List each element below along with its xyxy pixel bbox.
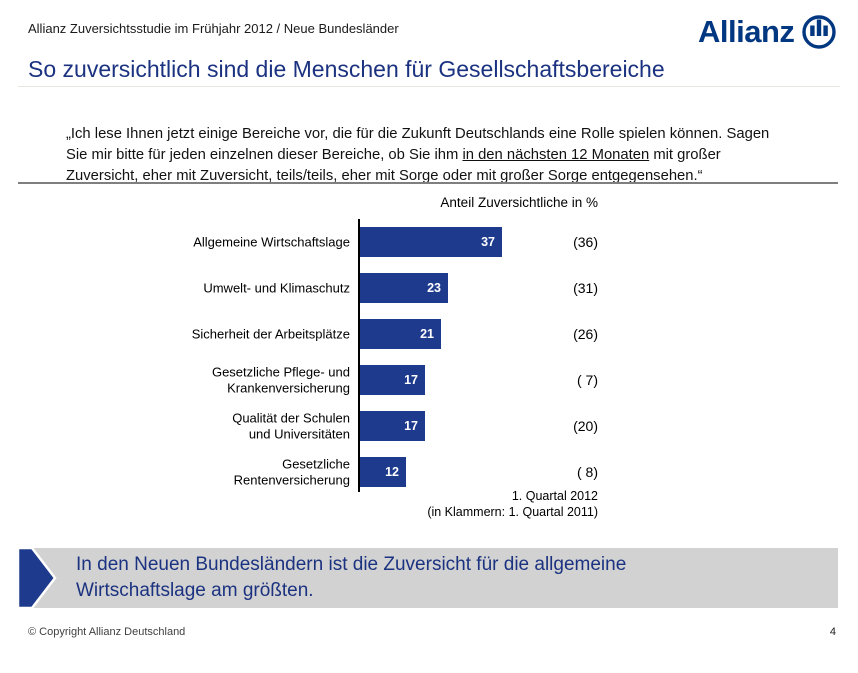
quote-part-before: „Ich lese Ihnen jetzt einige Bereiche vo… bbox=[66, 126, 770, 163]
chart-axis-line bbox=[358, 219, 360, 492]
study-header-label: Allianz Zuversichtsstudie im Frühjahr 20… bbox=[28, 21, 399, 36]
previous-quarter-value: ( 8) bbox=[577, 464, 598, 480]
copyright-label: © Copyright Allianz Deutschland bbox=[28, 626, 186, 638]
bar-value-label: 17 bbox=[404, 419, 418, 433]
allianz-logo-text: Allianz bbox=[698, 14, 795, 49]
key-message-text: In den Neuen Bundesländern ist die Zuver… bbox=[76, 554, 627, 601]
bar: 17 bbox=[360, 411, 425, 441]
arrow-right-icon bbox=[18, 547, 57, 609]
category-label: Sicherheit der Arbeitsplätze bbox=[191, 326, 350, 342]
bar: 21 bbox=[360, 319, 441, 349]
previous-quarter-value: (31) bbox=[573, 280, 598, 296]
category-label: Gesetzliche Rentenversicherung bbox=[233, 456, 350, 488]
page-title: So zuversichtlich sind die Menschen für … bbox=[28, 56, 665, 82]
bar-value-label: 21 bbox=[420, 327, 434, 341]
category-label: Umwelt- und Klimaschutz bbox=[203, 280, 350, 296]
chart-row: Allgemeine Wirtschaftslage 37 (36) bbox=[0, 227, 858, 257]
previous-quarter-value: (26) bbox=[573, 326, 598, 342]
bar: 12 bbox=[360, 457, 406, 487]
previous-quarter-value: (20) bbox=[573, 418, 598, 434]
chart-row: Qualität der Schulen und Universitäten 1… bbox=[0, 411, 858, 441]
bar-value-label: 37 bbox=[481, 235, 495, 249]
quote-divider bbox=[18, 182, 838, 184]
key-message-box bbox=[18, 548, 838, 608]
previous-quarter-value: ( 7) bbox=[577, 372, 598, 388]
bar-value-label: 12 bbox=[385, 465, 399, 479]
chart-row: Umwelt- und Klimaschutz 23 (31) bbox=[0, 273, 858, 303]
allianz-emblem-icon bbox=[802, 15, 837, 49]
category-label: Qualität der Schulen und Universitäten bbox=[232, 410, 350, 442]
bar: 17 bbox=[360, 365, 425, 395]
bar-value-label: 23 bbox=[427, 281, 441, 295]
chart-legend-note: 1. Quartal 2012 (in Klammern: 1. Quartal… bbox=[427, 489, 598, 519]
title-divider bbox=[18, 86, 840, 87]
bar-value-label: 17 bbox=[404, 373, 418, 387]
category-label: Gesetzliche Pflege- und Krankenversicher… bbox=[211, 364, 350, 396]
chart-title: Anteil Zuversichtliche in % bbox=[440, 195, 598, 210]
page-number: 4 bbox=[829, 626, 836, 638]
quote-part-after: mit großer Zuversicht, eher mit Zuversic… bbox=[66, 147, 721, 184]
bar: 37 bbox=[360, 227, 502, 257]
allianz-logo: Allianz bbox=[698, 14, 837, 50]
survey-question-quote: „Ich lese Ihnen jetzt einige Bereiche vo… bbox=[66, 124, 846, 187]
chart-row: Sicherheit der Arbeitsplätze 21 (26) bbox=[0, 319, 858, 349]
chart-row: Gesetzliche Rentenversicherung 12 ( 8) bbox=[0, 457, 858, 487]
quote-part-underlined: in den nächsten 12 Monaten bbox=[462, 147, 650, 163]
previous-quarter-value: (36) bbox=[573, 234, 598, 250]
chart-row: Gesetzliche Pflege- und Krankenversicher… bbox=[0, 365, 858, 395]
bar: 23 bbox=[360, 273, 448, 303]
category-label: Allgemeine Wirtschaftslage bbox=[193, 234, 350, 250]
